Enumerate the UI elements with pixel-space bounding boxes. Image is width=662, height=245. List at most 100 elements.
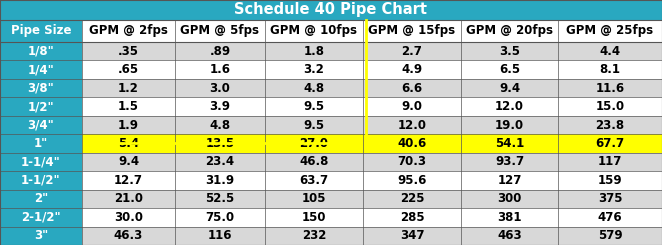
Bar — [82, 79, 175, 97]
Bar — [0, 227, 82, 245]
Bar — [265, 227, 363, 245]
Text: 116: 116 — [208, 229, 232, 242]
Bar — [0, 0, 662, 20]
Text: 105: 105 — [302, 192, 326, 205]
Bar — [461, 171, 558, 190]
Bar — [461, 134, 558, 153]
Bar — [265, 171, 363, 190]
Text: 4.9: 4.9 — [401, 63, 422, 76]
Text: 3.9: 3.9 — [209, 100, 230, 113]
Bar — [265, 116, 363, 134]
Bar — [175, 153, 265, 171]
Bar — [175, 20, 265, 42]
Bar — [363, 61, 461, 79]
Text: 21.0: 21.0 — [114, 192, 143, 205]
Text: 93.7: 93.7 — [495, 156, 524, 169]
Bar — [461, 208, 558, 227]
Bar — [175, 61, 265, 79]
Text: GPM @ 2fps: GPM @ 2fps — [89, 24, 168, 37]
Text: 150: 150 — [302, 211, 326, 224]
Text: 12.0: 12.0 — [397, 119, 426, 132]
Text: 127: 127 — [497, 174, 522, 187]
Text: 1-1/4": 1-1/4" — [21, 156, 61, 169]
Bar — [363, 116, 461, 134]
Text: 3/4": 3/4" — [28, 119, 54, 132]
Text: 31.9: 31.9 — [205, 174, 234, 187]
Text: GPM @ 5fps: GPM @ 5fps — [181, 24, 260, 37]
Bar — [0, 208, 82, 227]
Bar — [265, 61, 363, 79]
Bar — [558, 20, 662, 42]
Bar — [175, 208, 265, 227]
Text: 117: 117 — [598, 156, 622, 169]
Bar — [82, 42, 175, 61]
Text: 54.1: 54.1 — [495, 137, 524, 150]
Bar — [363, 171, 461, 190]
Text: 12.7: 12.7 — [114, 174, 143, 187]
Bar — [558, 227, 662, 245]
Bar — [82, 20, 175, 42]
Text: 3/8": 3/8" — [28, 82, 54, 95]
Bar — [461, 42, 558, 61]
Text: 12.0: 12.0 — [495, 100, 524, 113]
Bar — [175, 97, 265, 116]
Text: 1": 1" — [34, 137, 48, 150]
Text: 15.0: 15.0 — [595, 100, 624, 113]
Text: 1.9: 1.9 — [118, 119, 139, 132]
Text: .89: .89 — [209, 45, 230, 58]
Text: 23.8: 23.8 — [595, 119, 624, 132]
Bar — [265, 79, 363, 97]
Bar — [363, 134, 461, 153]
Text: 63.7: 63.7 — [299, 174, 328, 187]
Text: GPM @ 25fps: GPM @ 25fps — [567, 24, 653, 37]
Text: .35: .35 — [118, 45, 139, 58]
Text: 1-1/2": 1-1/2" — [21, 174, 61, 187]
Bar — [461, 79, 558, 97]
Bar — [461, 97, 558, 116]
Text: 52.5: 52.5 — [205, 192, 234, 205]
Bar — [363, 97, 461, 116]
Bar — [175, 227, 265, 245]
Text: GPM @ 10fps: GPM @ 10fps — [271, 24, 357, 37]
Bar — [82, 61, 175, 79]
Text: 23.4: 23.4 — [205, 156, 234, 169]
Text: 67.7: 67.7 — [595, 137, 624, 150]
Text: 5.4: 5.4 — [118, 137, 139, 150]
Text: GPM @ 20fps: GPM @ 20fps — [466, 24, 553, 37]
Bar — [175, 79, 265, 97]
Bar — [558, 153, 662, 171]
Bar — [0, 190, 82, 208]
Bar — [363, 42, 461, 61]
Bar — [175, 116, 265, 134]
Bar — [558, 79, 662, 97]
Bar — [363, 153, 461, 171]
Text: 347: 347 — [400, 229, 424, 242]
Text: 381: 381 — [497, 211, 522, 224]
Bar — [82, 153, 175, 171]
Bar — [0, 42, 82, 61]
Bar — [363, 208, 461, 227]
Bar — [82, 227, 175, 245]
Text: GPM @ 15fps: GPM @ 15fps — [369, 24, 455, 37]
Text: 13.5: 13.5 — [205, 137, 234, 150]
Bar — [558, 134, 662, 153]
Text: .65: .65 — [118, 63, 139, 76]
Bar — [82, 97, 175, 116]
Bar — [0, 134, 82, 153]
Bar — [461, 153, 558, 171]
Text: 579: 579 — [598, 229, 622, 242]
Bar — [82, 208, 175, 227]
Bar — [175, 134, 265, 153]
Bar — [175, 42, 265, 61]
Bar — [558, 61, 662, 79]
Text: 300: 300 — [497, 192, 522, 205]
Bar — [265, 134, 363, 153]
Bar — [461, 227, 558, 245]
Text: Pipe Size: Pipe Size — [11, 24, 71, 37]
Text: 375: 375 — [598, 192, 622, 205]
Bar — [558, 208, 662, 227]
Bar — [363, 227, 461, 245]
Text: 95.6: 95.6 — [397, 174, 427, 187]
Bar — [82, 190, 175, 208]
Bar — [175, 171, 265, 190]
